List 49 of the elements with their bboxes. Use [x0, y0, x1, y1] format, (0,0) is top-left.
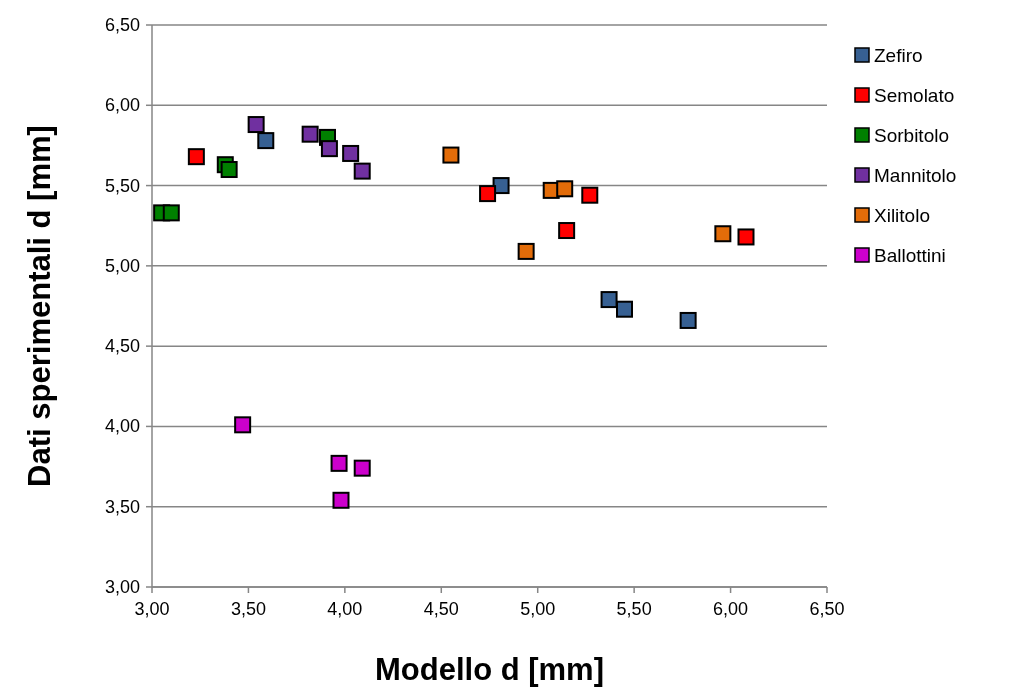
point: [301, 125, 319, 143]
point: [558, 222, 576, 240]
point: [679, 311, 697, 329]
point: [220, 161, 238, 179]
y-tick-label: 3,00: [104, 577, 140, 597]
y-tick-label: 4,00: [104, 416, 140, 437]
point: [320, 140, 338, 158]
x-tick-label: 6,00: [713, 599, 749, 619]
point: [353, 162, 371, 180]
x-tick-label: 5,00: [520, 599, 556, 619]
point: [581, 186, 599, 204]
y-tick-label: 6,00: [104, 95, 140, 116]
legend-label: Ballottini: [874, 245, 946, 266]
legend-label: Sorbitolo: [874, 125, 949, 146]
point: [714, 225, 732, 243]
y-tick-label: 5,50: [104, 175, 140, 196]
point: [257, 132, 275, 150]
point: [187, 148, 205, 166]
x-tick-label: 5,50: [616, 599, 652, 619]
x-tick-label: 3,50: [230, 599, 266, 619]
legend-label: Zefiro: [874, 45, 923, 66]
point: [342, 144, 360, 162]
y-tick-label: 4,50: [104, 336, 140, 357]
point: [737, 228, 755, 246]
point: [616, 300, 633, 318]
legend-label: Semolato: [874, 85, 955, 106]
x-tick-label: 4,00: [327, 599, 363, 619]
x-tick-label: 4,50: [423, 599, 459, 619]
point: [330, 454, 348, 472]
y-tick-label: 6,50: [104, 15, 140, 35]
y-axis-title: Dati sperimentali d [mm]: [22, 125, 57, 487]
point: [353, 459, 371, 477]
point: [600, 291, 618, 309]
legend-label: Xilitolo: [874, 205, 930, 226]
legend-label: Mannitolo: [874, 165, 957, 186]
point: [442, 146, 460, 164]
point: [517, 242, 535, 260]
point: [247, 116, 265, 134]
x-tick-label: 3,00: [134, 599, 170, 619]
point: [492, 177, 510, 195]
point: [332, 491, 350, 509]
x-axis-title: Modello d [mm]: [374, 652, 605, 687]
point: [162, 204, 180, 222]
y-tick-label: 3,50: [104, 496, 140, 517]
point: [234, 416, 252, 434]
x-tick-label: 6,50: [809, 599, 845, 619]
point: [479, 185, 497, 203]
point: [556, 180, 574, 198]
y-tick-label: 5,00: [104, 255, 140, 276]
